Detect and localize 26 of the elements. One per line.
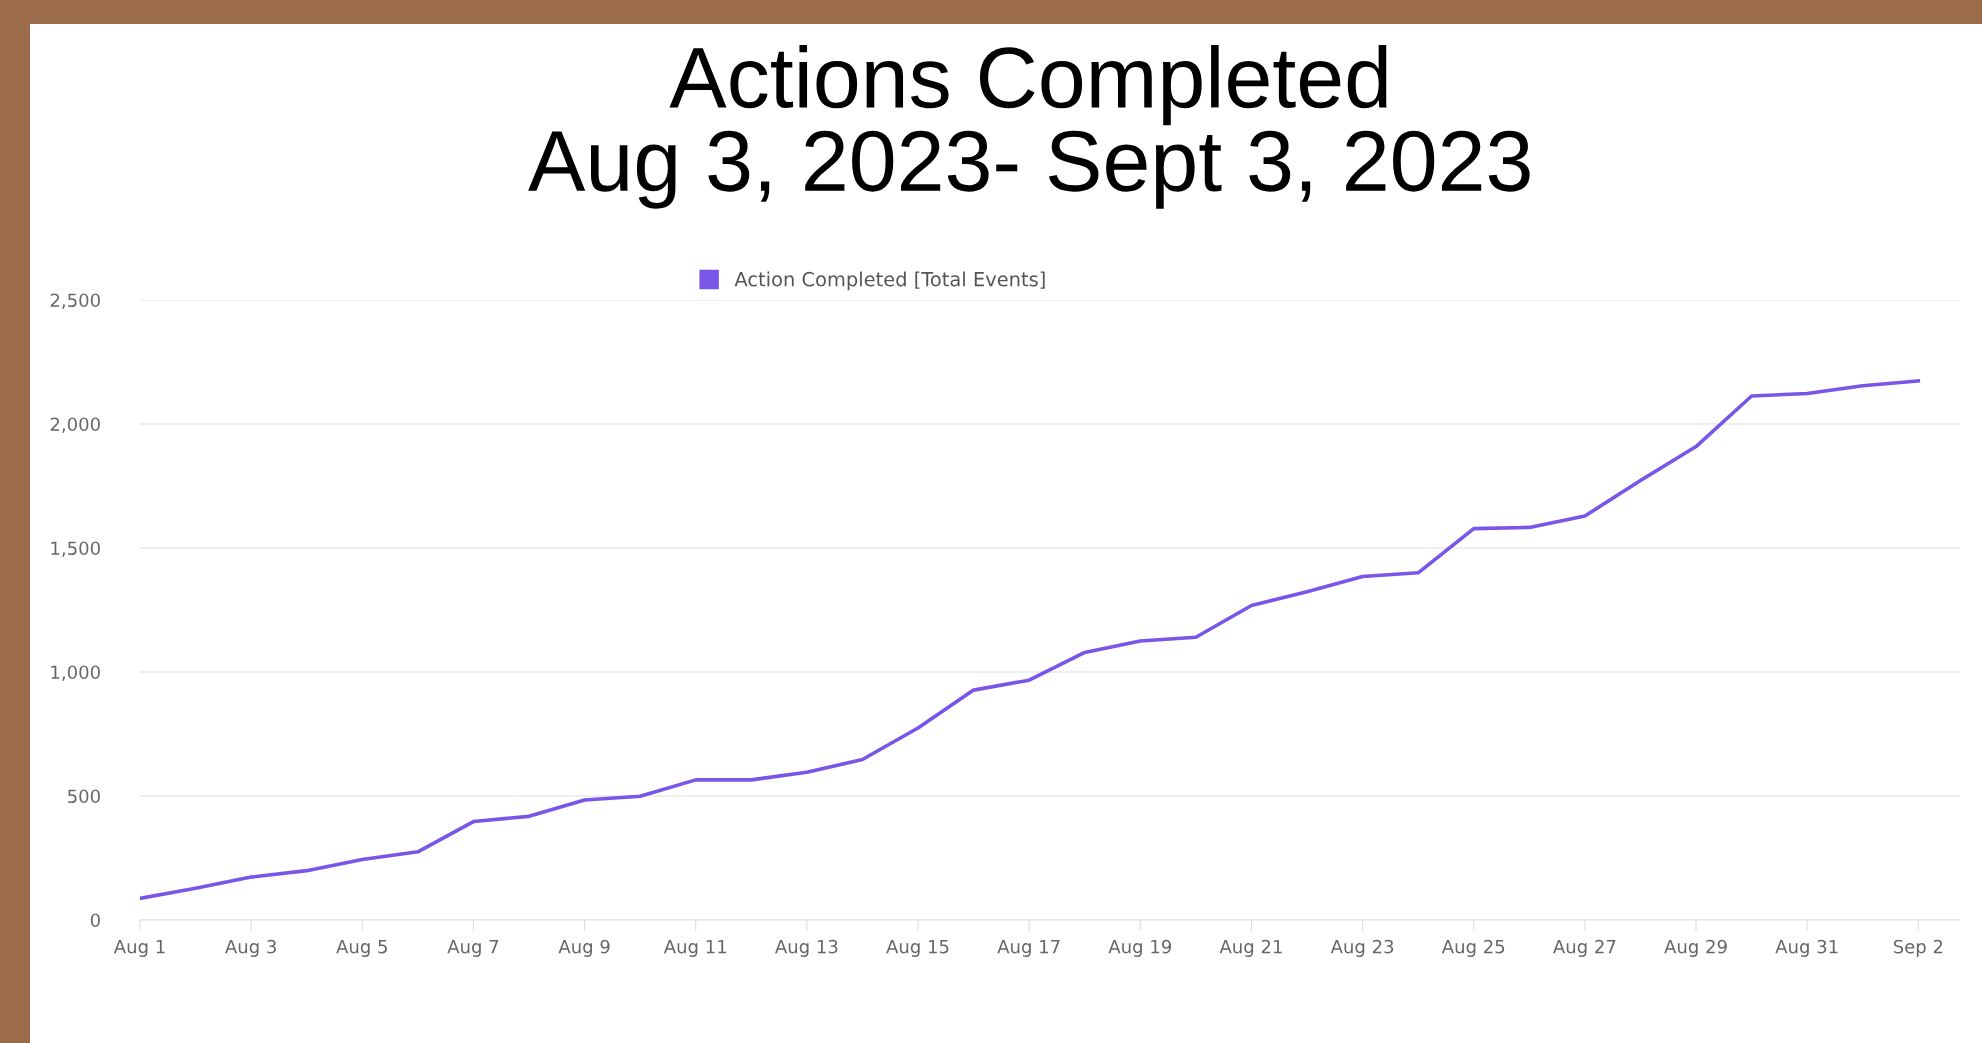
- y-tick-label: 1,500: [51, 541, 100, 557]
- legend-label: Action Completed [Total Events]: [734, 271, 1045, 291]
- chart-title: Actions Completed Aug 3, 2023- Sept 3, 2023: [528, 45, 1530, 209]
- x-tick-label: Aug 17: [997, 940, 1060, 957]
- line-series: [140, 379, 1921, 901]
- x-tick-label: Sep 2: [1893, 939, 1943, 957]
- x-tick-label: Aug 5: [336, 940, 387, 957]
- y-tick-label: 0: [90, 913, 100, 928]
- x-tick-label: Aug 13: [775, 939, 838, 957]
- y-tick-label: 2,500: [50, 293, 100, 309]
- x-tick-label: Aug 15: [886, 940, 949, 957]
- x-tick-label: Aug 1: [113, 940, 165, 957]
- y-tick-label: 1,000: [51, 665, 100, 681]
- x-tick-label: Aug 21: [1219, 939, 1282, 957]
- x-tick-label: Aug 29: [1664, 939, 1727, 957]
- x-tick-label: Aug 7: [447, 940, 499, 957]
- y-tick-label: 2,000: [50, 417, 100, 433]
- x-tick-label: Aug 27: [1553, 939, 1616, 957]
- x-tick-label: Aug 11: [663, 940, 727, 957]
- x-tick-label: Aug 19: [1108, 939, 1172, 957]
- x-tick-label: Aug 25: [1441, 939, 1505, 957]
- x-tick-label: Aug 31: [1775, 939, 1838, 957]
- x-tick-label: Aug 9: [558, 939, 610, 957]
- x-tick-label: Aug 23: [1330, 939, 1394, 957]
- y-tick-label: 500: [68, 789, 100, 804]
- x-tick-label: Aug 3: [225, 939, 276, 957]
